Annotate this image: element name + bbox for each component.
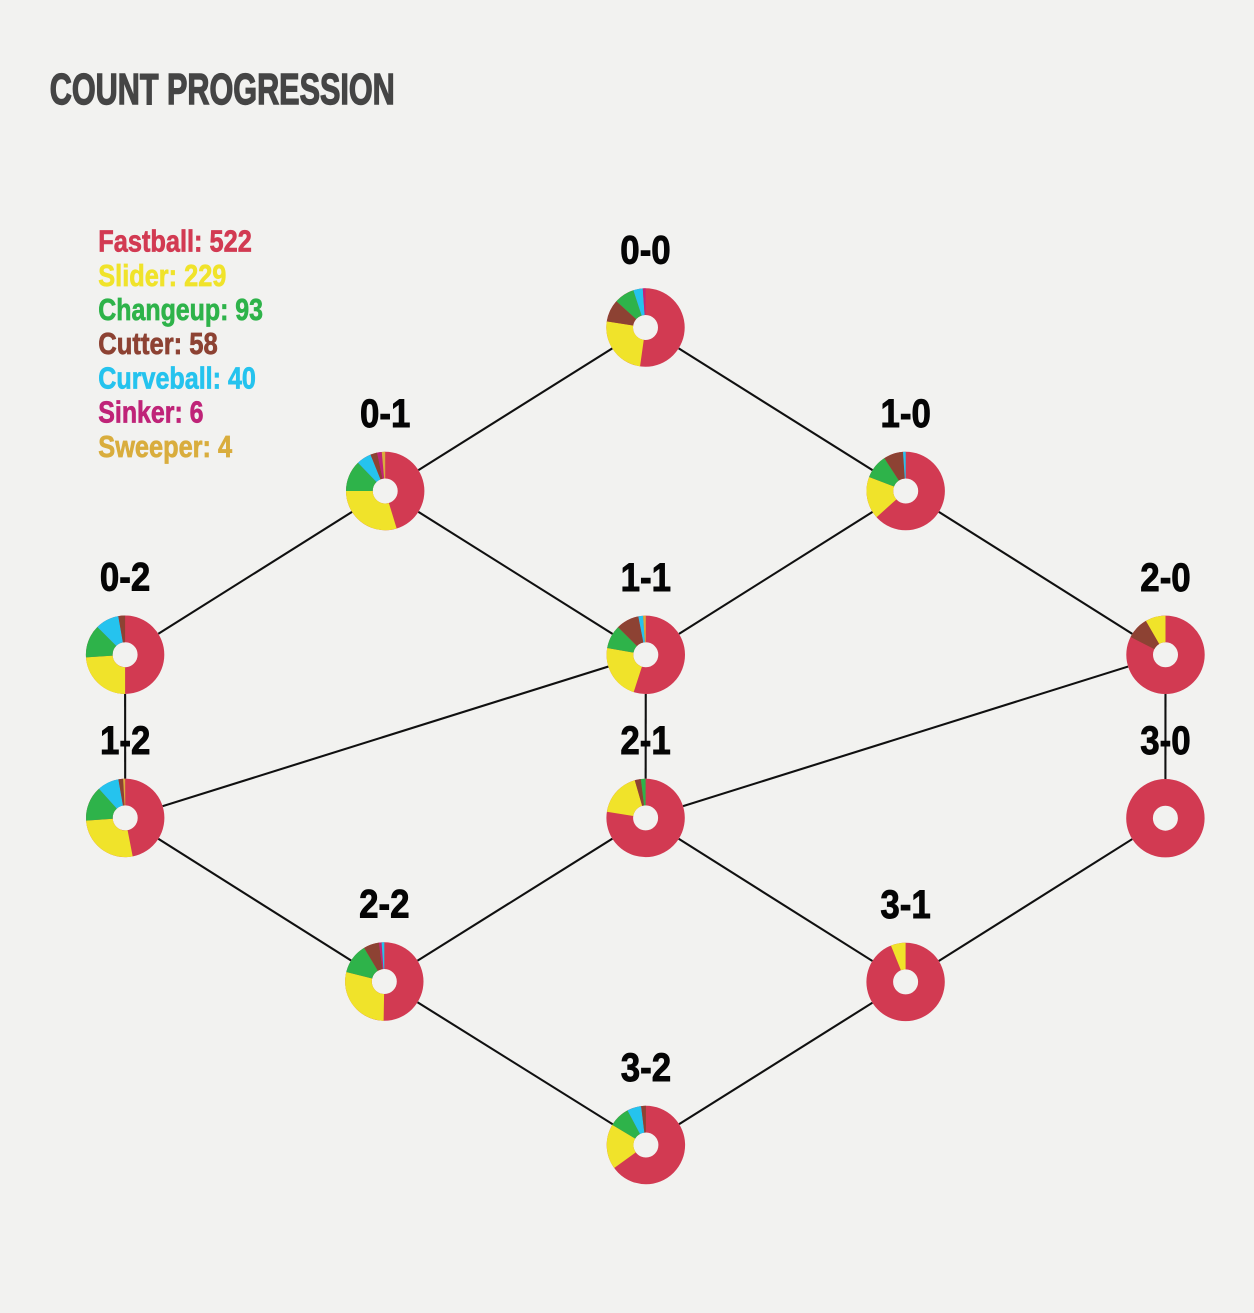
svg-text:Changeup: 93: Changeup: 93 (98, 292, 263, 326)
svg-text:Sweeper: 4: Sweeper: 4 (98, 428, 232, 463)
svg-text:1-2: 1-2 (100, 718, 150, 763)
svg-text:2-1: 2-1 (620, 718, 670, 763)
svg-text:1-1: 1-1 (621, 555, 671, 600)
svg-text:3-0: 3-0 (1140, 718, 1190, 763)
svg-text:0-2: 0-2 (100, 554, 150, 599)
svg-text:Sinker: 6: Sinker: 6 (98, 395, 203, 429)
svg-text:Cutter: 58: Cutter: 58 (98, 327, 217, 362)
svg-text:2-0: 2-0 (1140, 555, 1190, 600)
svg-text:Curveball: 40: Curveball: 40 (98, 360, 256, 395)
svg-text:Slider: 229: Slider: 229 (98, 257, 226, 292)
svg-text:2-2: 2-2 (359, 881, 409, 926)
svg-text:Fastball: 522: Fastball: 522 (98, 223, 252, 258)
svg-text:1-0: 1-0 (880, 391, 930, 436)
svg-text:COUNT PROGRESSION: COUNT PROGRESSION (50, 66, 395, 115)
svg-text:0-1: 0-1 (360, 391, 410, 436)
svg-text:3-1: 3-1 (880, 882, 930, 927)
svg-text:0-0: 0-0 (620, 227, 670, 272)
svg-text:3-2: 3-2 (621, 1045, 671, 1090)
